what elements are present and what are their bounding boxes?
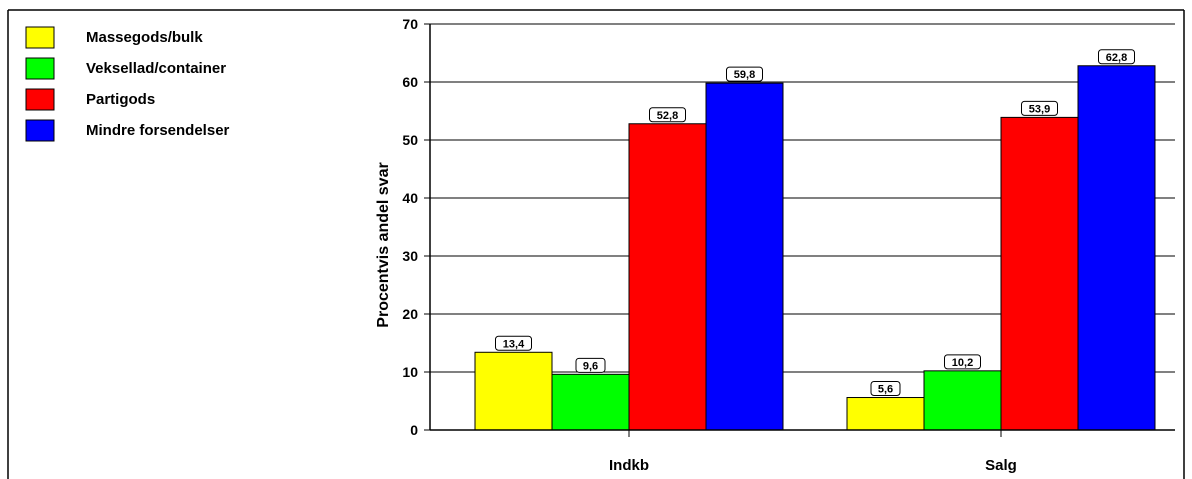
data-label: 53,9 [1029, 103, 1050, 115]
x-category-label: Salg [985, 457, 1017, 474]
legend-label: Massegods/bulk [86, 29, 203, 46]
bar [551, 373, 630, 431]
data-label-box [495, 335, 532, 351]
y-tick-label: 50 [402, 132, 418, 148]
data-label: 10,2 [952, 357, 973, 369]
legend-label: Veksellad/container [86, 60, 226, 77]
data-label-box [575, 357, 606, 373]
data-label-box [649, 107, 686, 123]
data-label-box [1098, 49, 1135, 65]
data-label: 59,8 [734, 69, 755, 81]
y-tick-label: 10 [402, 364, 418, 380]
y-tick-label: 70 [402, 16, 418, 32]
data-label: 13,4 [503, 338, 525, 350]
y-tick-label: 30 [402, 248, 418, 264]
legend-label: Mindre forsendelser [86, 122, 230, 139]
bar [1000, 116, 1079, 431]
data-label-box [1021, 100, 1058, 116]
legend-swatch [25, 57, 55, 80]
data-label: 52,8 [657, 110, 678, 122]
legend-swatch [25, 26, 55, 49]
y-axis-title: Procentvis andel svar [375, 162, 392, 327]
bar [474, 351, 553, 431]
x-category-label: Indkb [609, 457, 649, 474]
legend-swatch [25, 119, 55, 142]
bar [923, 370, 1002, 431]
legend-label: Partigods [86, 91, 155, 108]
data-label: 62,8 [1106, 52, 1127, 64]
data-label: 5,6 [878, 384, 893, 396]
bar [705, 82, 784, 431]
bar [1077, 65, 1156, 431]
data-label-box [944, 354, 981, 370]
data-label: 9,6 [583, 360, 598, 372]
y-tick-label: 60 [402, 74, 418, 90]
bar [628, 123, 707, 431]
data-label-box [726, 66, 763, 82]
y-tick-label: 0 [410, 422, 418, 438]
y-tick-label: 40 [402, 190, 418, 206]
legend-swatch [25, 88, 55, 111]
y-tick-label: 20 [402, 306, 418, 322]
bar [846, 397, 925, 431]
data-label-box [870, 381, 901, 397]
